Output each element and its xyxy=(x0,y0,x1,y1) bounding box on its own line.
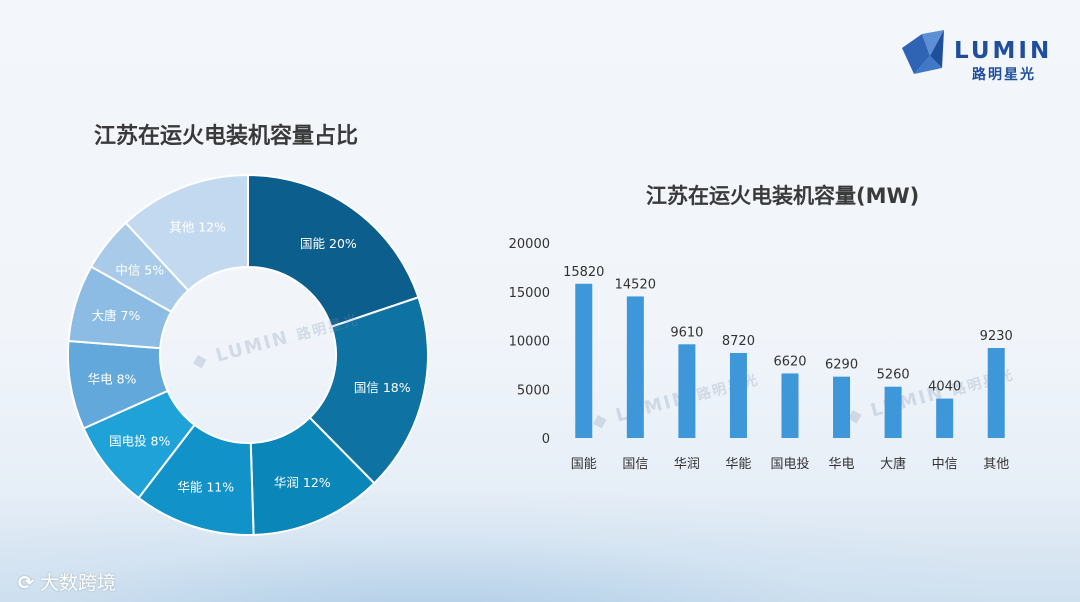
x-category-label: 其他 xyxy=(983,457,1009,472)
y-tick-label: 0 xyxy=(542,432,550,447)
donut-label-大唐: 大唐 7% xyxy=(92,308,141,323)
lumin-logo-icon xyxy=(902,30,944,74)
footer-logo-icon: ⟳ xyxy=(18,572,34,594)
donut-label-华能: 华能 11% xyxy=(177,479,234,494)
y-tick-label: 10000 xyxy=(509,335,550,350)
brand-name-en: LUMIN xyxy=(954,38,1053,64)
footer-watermark-text: 大数跨境 xyxy=(39,572,116,594)
bar-value-label: 9230 xyxy=(980,329,1013,344)
donut-label-华电: 华电 8% xyxy=(88,371,137,386)
y-tick-label: 5000 xyxy=(517,383,550,398)
bar-value-label: 4040 xyxy=(928,380,961,395)
bar-value-label: 15820 xyxy=(563,265,604,280)
brand-name-cn: 路明星光 xyxy=(972,67,1036,83)
donut-label-国电投: 国电投 8% xyxy=(109,434,170,449)
y-tick-label: 20000 xyxy=(509,237,550,252)
x-category-label: 华润 xyxy=(674,457,700,472)
y-tick-label: 15000 xyxy=(509,286,550,301)
x-category-label: 国信 xyxy=(622,457,648,472)
donut-label-国能: 国能 20% xyxy=(300,236,357,251)
bar-value-label: 6620 xyxy=(773,354,806,369)
x-category-label: 华电 xyxy=(829,457,855,472)
bar-国能 xyxy=(575,283,593,438)
donut-chart-title: 江苏在运火电装机容量占比 xyxy=(94,124,359,149)
x-category-label: 华能 xyxy=(725,457,751,472)
donut-label-国信: 国信 18% xyxy=(354,380,411,395)
x-category-label: 国能 xyxy=(571,457,597,472)
bar-大唐 xyxy=(884,386,902,438)
donut-slice-其他 xyxy=(124,173,249,292)
brand-logo: LUMIN 路明星光 xyxy=(900,28,1050,84)
bar-value-label: 6290 xyxy=(825,358,858,373)
bar-value-label: 9610 xyxy=(670,325,703,340)
bar-华电 xyxy=(833,376,851,438)
bar-chart-title: 江苏在运火电装机容量(MW) xyxy=(646,184,920,208)
donut-label-其他: 其他 12% xyxy=(169,220,226,235)
bar-国信 xyxy=(626,296,644,438)
x-category-label: 中信 xyxy=(932,457,958,472)
bar-value-label: 8720 xyxy=(722,334,755,349)
bar-华能 xyxy=(729,352,747,438)
bar-中信 xyxy=(936,398,954,438)
x-category-label: 大唐 xyxy=(880,456,906,472)
bar-国电投 xyxy=(781,373,799,438)
bar-value-label: 14520 xyxy=(615,277,656,292)
donut-label-华润: 华润 12% xyxy=(274,475,331,490)
donut-label-中信: 中信 5% xyxy=(115,262,164,277)
footer-watermark: ⟳ 大数跨境 xyxy=(18,568,116,595)
donut-slice-国信 xyxy=(308,295,429,485)
bar-value-label: 5260 xyxy=(877,368,910,383)
bar-其他 xyxy=(987,348,1005,438)
x-category-label: 国电投 xyxy=(770,456,809,472)
bar-华润 xyxy=(678,344,696,438)
donut-slice-国能 xyxy=(247,173,420,329)
